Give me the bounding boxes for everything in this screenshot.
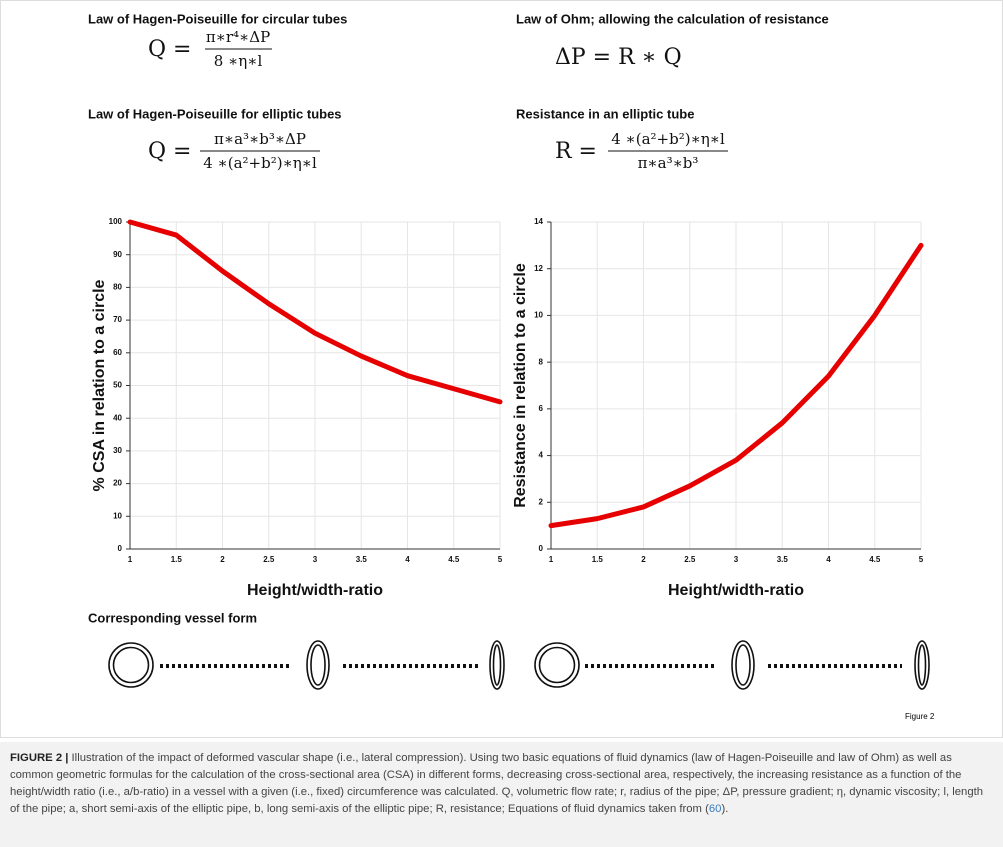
y-tick-label: 70	[113, 315, 122, 324]
formula-title: Law of Hagen-Poiseuille for circular tub…	[88, 11, 347, 26]
x-tick-label: 1.5	[171, 555, 183, 564]
x-tick-label: 1.5	[592, 555, 604, 564]
formula-numerator: π∗a³∗b³∗ΔP	[214, 130, 306, 148]
formula-denominator: π∗a³∗b³	[638, 154, 699, 172]
y-tick-label: 20	[113, 479, 122, 488]
y-tick-label: 12	[534, 264, 543, 273]
y-tick-label: 10	[113, 511, 122, 520]
formula-lhs: Q =	[148, 139, 191, 164]
figure-label: Figure 2	[905, 712, 935, 721]
formula-title: Resistance in an elliptic tube	[516, 106, 694, 121]
y-tick-label: 0	[118, 544, 123, 553]
caption-tail: ).	[721, 803, 729, 815]
x-tick-label: 4	[826, 555, 831, 564]
x-tick-label: 5	[919, 555, 924, 564]
caption: FIGURE 2 | Illustration of the impact of…	[0, 742, 1003, 847]
formula-numerator: 4 ∗(a²+b²)∗η∗l	[611, 130, 725, 148]
data-line	[548, 242, 924, 529]
x-tick-label: 3	[734, 555, 739, 564]
y-tick-label: 50	[113, 381, 122, 390]
formula-title: Law of Hagen-Poiseuille for elliptic tub…	[88, 106, 342, 121]
x-axis-label: Height/width-ratio	[668, 582, 804, 599]
y-tick-label: 40	[113, 413, 122, 422]
formula-lhs: R =	[555, 139, 597, 164]
formula-lhs: Q =	[148, 37, 191, 62]
x-tick-label: 4.5	[448, 555, 460, 564]
x-tick-label: 5	[498, 555, 503, 564]
x-tick-label: 3.5	[777, 555, 789, 564]
vessel-forms	[108, 640, 930, 690]
y-tick-label: 8	[539, 357, 544, 366]
x-tick-label: 2.5	[263, 555, 275, 564]
x-tick-label: 2	[220, 555, 225, 564]
y-tick-label: 60	[113, 348, 122, 357]
formula-expression: ΔP = R ∗ Q	[555, 45, 682, 70]
y-tick-label: 80	[113, 283, 122, 292]
y-tick-label: 0	[539, 544, 544, 553]
data-line	[127, 219, 503, 405]
y-axis-label: Resistance in relation to a circle	[512, 263, 529, 508]
x-tick-label: 4.5	[869, 555, 881, 564]
caption-ref[interactable]: 60	[708, 803, 722, 815]
figure: Law of Hagen-Poiseuille for circular tub…	[0, 0, 1003, 738]
x-tick-label: 3.5	[356, 555, 368, 564]
y-tick-label: 10	[534, 311, 543, 320]
x-tick-label: 1	[549, 555, 554, 564]
x-tick-label: 2.5	[684, 555, 696, 564]
x-tick-label: 3	[313, 555, 318, 564]
formula-title: Law of Ohm; allowing the calculation of …	[516, 11, 829, 26]
x-axis-label: Height/width-ratio	[247, 582, 383, 599]
y-tick-label: 90	[113, 250, 122, 259]
caption-label: FIGURE 2 |	[10, 752, 69, 764]
y-tick-label: 30	[113, 446, 122, 455]
x-tick-label: 2	[641, 555, 646, 564]
y-tick-label: 14	[534, 217, 543, 226]
x-tick-label: 1	[128, 555, 133, 564]
formula-numerator: π∗r⁴∗ΔP	[206, 28, 270, 46]
y-tick-label: 2	[539, 497, 544, 506]
formula-denominator: 8 ∗η∗l	[214, 52, 263, 70]
formula-denominator: 4 ∗(a²+b²)∗η∗l	[203, 154, 317, 172]
y-tick-label: 4	[539, 451, 544, 460]
caption-text: Illustration of the impact of deformed v…	[10, 752, 984, 815]
x-tick-label: 4	[405, 555, 410, 564]
y-tick-label: 100	[109, 217, 123, 226]
y-axis-label: % CSA in relation to a circle	[91, 279, 108, 491]
vessel-label: Corresponding vessel form	[88, 610, 257, 625]
y-tick-label: 6	[539, 404, 544, 413]
